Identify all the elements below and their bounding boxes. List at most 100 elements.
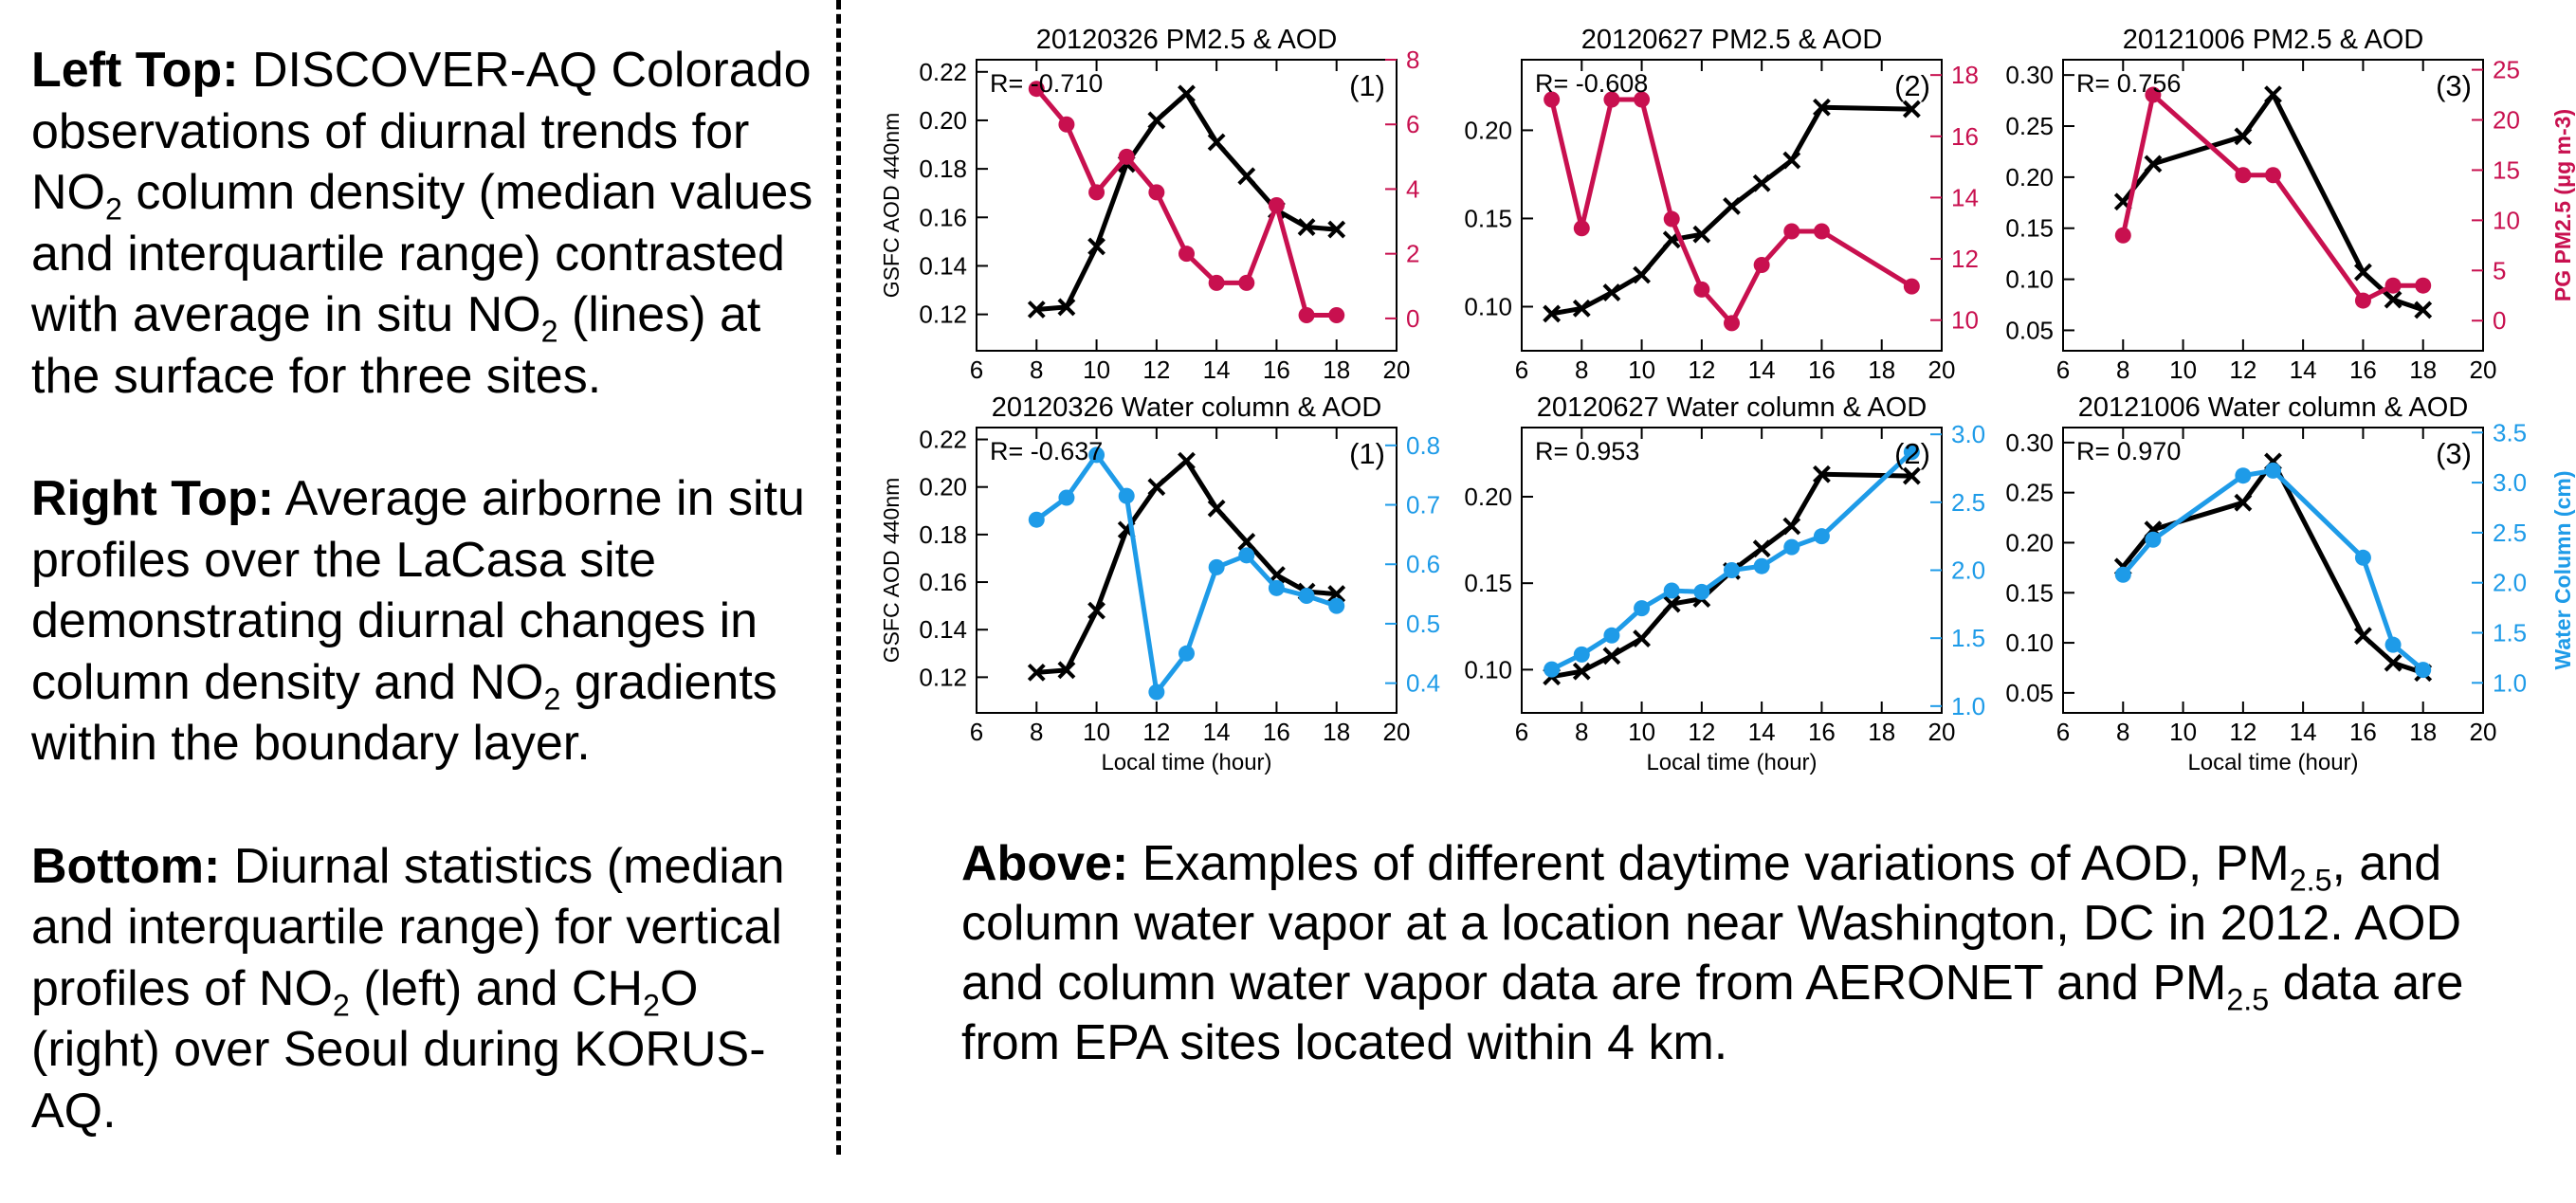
left-top-paragraph: Left Top: DISCOVER-AQ Colorado observati… xyxy=(31,40,818,407)
x-tick-label: 16 xyxy=(2349,355,2377,384)
x-tick-label: 6 xyxy=(970,718,983,746)
secondary-point-marker xyxy=(1148,184,1165,201)
x-tick-label: 16 xyxy=(1263,718,1290,746)
secondary-point-marker xyxy=(1328,306,1345,323)
right-y-tick-label: 1.0 xyxy=(2493,668,2527,697)
aod-point-marker xyxy=(2354,627,2372,646)
x-tick-label: 8 xyxy=(1030,718,1043,746)
right-y-tick-label: 0 xyxy=(2493,306,2506,335)
aod-point-marker xyxy=(2264,85,2282,104)
y-tick-label: 0.16 xyxy=(919,203,967,231)
x-tick-label: 8 xyxy=(1575,355,1588,384)
x-tick-label: 14 xyxy=(1203,718,1231,746)
aod-point-marker xyxy=(1782,151,1801,170)
x-marker-stroke xyxy=(1297,218,1316,236)
r-value-label: R= -0.608 xyxy=(1535,69,1648,98)
chart-panel-5: 20120627 Water column & AOD 6 8 10 12 14 16 18 2… xyxy=(1464,392,1985,775)
y-tick-label: 0.05 xyxy=(2005,316,2054,344)
secondary-point-marker xyxy=(1238,547,1255,564)
r-value-label: R= -0.637 xyxy=(990,437,1103,465)
x-marker-stroke xyxy=(1633,265,1651,284)
right-y-tick-label: 2.0 xyxy=(2493,569,2527,597)
right-y-tick-label: 0.8 xyxy=(1406,431,1440,460)
aod-point-marker xyxy=(1057,661,1076,680)
x-tick-label: 16 xyxy=(1263,355,1290,384)
right-y-tick-label: 16 xyxy=(1951,122,1979,151)
r-value-label: R= 0.953 xyxy=(1535,437,1639,465)
x-tick-label: 20 xyxy=(2470,355,2497,384)
right-y-tick-label: 0.4 xyxy=(1406,669,1440,698)
x-tick-label: 6 xyxy=(2056,718,2070,746)
aod-point-marker xyxy=(1087,237,1105,256)
left-description: Left Top: DISCOVER-AQ Colorado observati… xyxy=(31,40,818,1203)
aod-point-marker xyxy=(1662,594,1681,613)
caption-text-a: Examples of different daytime variations… xyxy=(1128,836,2290,891)
aod-point-marker xyxy=(1602,647,1621,665)
right-top-paragraph: Right Top: Average airborne in situ prof… xyxy=(31,468,818,775)
chart-title: 20120326 PM2.5 & AOD xyxy=(1036,25,1338,55)
aod-point-marker xyxy=(1207,133,1226,152)
secondary-point-marker xyxy=(2384,636,2402,653)
x-tick-label: 14 xyxy=(1748,718,1776,746)
aod-point-marker xyxy=(2144,155,2163,173)
x-tick-label: 18 xyxy=(2409,718,2437,746)
aod-series-line xyxy=(2121,92,2424,313)
y-tick-label: 0.12 xyxy=(919,301,967,329)
plot-frame xyxy=(976,427,1398,714)
secondary-point-marker xyxy=(2145,86,2162,103)
aod-point-marker xyxy=(1902,466,1921,485)
x-marker-stroke xyxy=(2354,627,2372,646)
x-tick-label: 20 xyxy=(1928,355,1956,384)
x-marker-stroke xyxy=(2264,85,2282,104)
aod-point-marker xyxy=(1297,218,1316,236)
aod-point-marker xyxy=(1543,304,1562,323)
secondary-point-marker xyxy=(2235,467,2252,484)
y-tick-label: 0.10 xyxy=(1464,655,1512,684)
x-tick-label: 6 xyxy=(2056,355,2070,384)
x-marker-stroke xyxy=(1087,237,1105,256)
y-axis-label-left: GSFC AOD 440nm xyxy=(879,478,904,664)
secondary-point-marker xyxy=(1058,489,1075,506)
x-tick-label: 6 xyxy=(1515,355,1528,384)
right-y-tick-label: 2.5 xyxy=(1951,488,1985,517)
secondary-point-marker xyxy=(1028,81,1045,98)
chart-panel-3: 20121006 PM2.5 & AOD 6 8 10 12 14 16 18 20 0.05 0.… xyxy=(2005,25,2575,384)
secondary-point-marker xyxy=(1663,210,1680,228)
chart-panel-6: 20121006 Water column & AOD 6 8 10 12 14 16 18 2… xyxy=(2005,392,2575,775)
subscript: 2 xyxy=(332,987,350,1022)
x-tick-label: 14 xyxy=(2290,355,2317,384)
aod-point-marker xyxy=(1782,517,1801,536)
secondary-point-marker xyxy=(1208,274,1225,291)
panel-id-label: (1) xyxy=(1349,69,1385,102)
dashed-divider xyxy=(836,0,841,1155)
aod-point-marker xyxy=(1027,663,1046,682)
x-tick-label: 16 xyxy=(2349,718,2377,746)
secondary-point-marker xyxy=(1603,91,1620,108)
x-marker-stroke xyxy=(1633,629,1651,647)
secondary-point-marker xyxy=(1813,223,1830,240)
x-marker-stroke xyxy=(1813,98,1831,117)
x-marker-stroke xyxy=(1237,532,1256,551)
right-y-tick-label: 12 xyxy=(1951,245,1979,273)
right-y-tick-label: 2.5 xyxy=(2493,519,2527,547)
x-marker-stroke xyxy=(1147,478,1166,497)
y-tick-label: 0.20 xyxy=(919,106,967,135)
y-tick-label: 0.30 xyxy=(2005,428,2054,457)
x-marker-stroke xyxy=(2354,263,2372,282)
x-marker-stroke xyxy=(1902,100,1921,118)
x-axis-label: Local time (hour) xyxy=(1646,750,1817,775)
x-marker-stroke xyxy=(1087,601,1105,620)
secondary-point-marker xyxy=(2415,662,2432,679)
x-axis-label: Local time (hour) xyxy=(2187,750,2358,775)
x-marker-stroke xyxy=(1057,661,1076,680)
y-tick-label: 0.25 xyxy=(2005,479,2054,507)
x-tick-label: 8 xyxy=(2116,718,2129,746)
x-tick-label: 16 xyxy=(1808,718,1836,746)
right-y-tick-label: 3.0 xyxy=(1951,420,1985,448)
aod-point-marker xyxy=(1147,478,1166,497)
right-y-tick-label: 0.5 xyxy=(1406,610,1440,638)
y-tick-label: 0.10 xyxy=(2005,265,2054,294)
secondary-point-marker xyxy=(1544,661,1561,678)
y-tick-label: 0.20 xyxy=(1464,116,1512,144)
secondary-series-line xyxy=(2120,92,2423,303)
